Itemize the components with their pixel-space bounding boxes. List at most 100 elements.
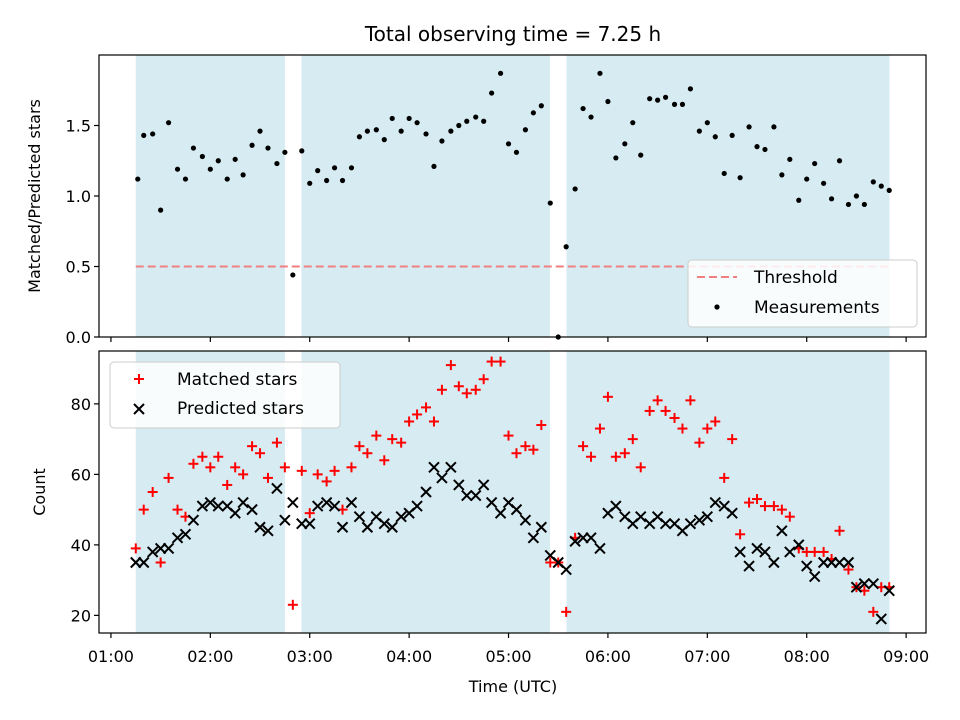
measurement-point bbox=[489, 90, 495, 96]
measurement-point bbox=[538, 103, 544, 109]
measurement-point bbox=[473, 114, 479, 120]
matched-star-point bbox=[362, 448, 373, 459]
matched-star-point bbox=[461, 388, 472, 399]
predicted-star-point bbox=[709, 496, 721, 509]
predicted-star-point bbox=[494, 507, 507, 519]
matched-star-point bbox=[520, 441, 531, 452]
matched-star-point bbox=[784, 511, 795, 522]
measurement-point bbox=[878, 183, 884, 189]
matched-star-point bbox=[610, 451, 621, 462]
x-axis-label: Time (UTC) bbox=[468, 677, 557, 696]
measurement-point bbox=[647, 96, 653, 102]
predicted-star-point bbox=[386, 521, 398, 533]
matched-star-point bbox=[188, 458, 199, 469]
x-tick-label: 06:00 bbox=[585, 647, 631, 666]
matched-star-point bbox=[710, 416, 721, 427]
measurement-point bbox=[522, 127, 529, 133]
measurement-point bbox=[423, 131, 429, 137]
predicted-star-point bbox=[146, 546, 159, 558]
measurement-point bbox=[762, 146, 768, 153]
predicted-star-point bbox=[594, 542, 606, 555]
observing-window-band bbox=[301, 55, 550, 337]
matched-star-point bbox=[436, 384, 447, 395]
measurement-point bbox=[605, 98, 611, 105]
top-panel: 0.0 0.5 1.0 1.5 Matched/Predicted stars Thr… bbox=[25, 54, 927, 347]
matched-star-point bbox=[396, 437, 407, 448]
measurement-point bbox=[845, 201, 852, 208]
predicted-star-point bbox=[726, 507, 738, 519]
predicted-star-point bbox=[659, 518, 672, 530]
matched-star-point bbox=[644, 405, 655, 416]
predicted-star-point bbox=[842, 556, 855, 569]
measurement-point bbox=[828, 196, 835, 202]
x-tick-label: 03:00 bbox=[287, 647, 333, 666]
predicted-star-point bbox=[808, 570, 821, 583]
predicted-star-point bbox=[445, 461, 457, 474]
predicted-star-point bbox=[510, 503, 523, 516]
measurement-point bbox=[679, 101, 686, 107]
measurement-point bbox=[150, 131, 156, 137]
measurement-point bbox=[836, 158, 843, 164]
measurement-point bbox=[696, 128, 702, 134]
predicted-star-point bbox=[858, 577, 871, 590]
matched-star-point bbox=[486, 356, 497, 367]
matched-star-point bbox=[163, 472, 174, 483]
predicted-star-point bbox=[279, 514, 291, 526]
predicted-star-point bbox=[569, 535, 581, 548]
measurement-point bbox=[141, 132, 147, 138]
matched-star-point bbox=[155, 557, 166, 568]
matched-star-point bbox=[404, 416, 415, 427]
measurement-point bbox=[373, 127, 379, 133]
y-tick-label: 40 bbox=[71, 536, 91, 555]
matched-star-point bbox=[660, 405, 671, 416]
measurement-point bbox=[431, 163, 437, 169]
predicted-star-point bbox=[436, 472, 448, 484]
matched-star-point bbox=[255, 448, 266, 459]
matched-star-point bbox=[296, 465, 307, 476]
matched-star-point bbox=[205, 462, 216, 473]
measurement-point bbox=[324, 177, 330, 184]
y-tick-label: 0.5 bbox=[66, 258, 91, 277]
predicted-star-point bbox=[254, 521, 266, 533]
matched-star-point bbox=[503, 430, 514, 441]
measurement-point bbox=[870, 179, 876, 185]
bottom-legend-box bbox=[109, 361, 341, 429]
measurement-point bbox=[199, 153, 205, 160]
measurement-point bbox=[249, 142, 255, 148]
predicted-star-point bbox=[485, 496, 498, 509]
matched-star-point bbox=[222, 479, 233, 490]
predicted-star-point bbox=[179, 528, 192, 541]
measurement-point bbox=[165, 120, 172, 126]
legend-threshold-label: Threshold bbox=[753, 268, 838, 288]
legend-predicted-label: Predicted stars bbox=[177, 399, 304, 419]
measurement-point bbox=[513, 149, 520, 155]
matched-star-point bbox=[321, 476, 332, 487]
measurement-point bbox=[886, 187, 892, 193]
matched-star-point bbox=[453, 381, 464, 392]
predicted-star-point bbox=[470, 489, 482, 502]
predicted-star-point bbox=[751, 542, 763, 555]
measurement-point bbox=[339, 177, 346, 184]
measurement-point bbox=[348, 165, 355, 171]
x-tick-label: 05:00 bbox=[485, 647, 531, 666]
matched-star-point bbox=[172, 504, 183, 515]
predicted-star-point bbox=[734, 546, 746, 558]
matched-star-point bbox=[868, 606, 879, 617]
observing-window-band bbox=[135, 55, 285, 337]
predicted-star-point bbox=[693, 514, 706, 526]
matched-star-point bbox=[412, 409, 423, 420]
matched-star-point bbox=[421, 402, 432, 413]
bottom-x-ticks: 01:00 02:00 03:00 04:00 05:00 06:00 07:00 08:00… bbox=[88, 633, 929, 666]
matched-star-point bbox=[744, 497, 755, 508]
bottom-plot-frame bbox=[98, 350, 927, 634]
x-tick-label: 02:00 bbox=[187, 647, 233, 666]
top-y-ticks: 0.0 0.5 1.0 1.5 bbox=[66, 117, 99, 347]
predicted-star-point bbox=[378, 518, 390, 530]
matched-star-point bbox=[727, 434, 738, 445]
measurement-point bbox=[481, 118, 487, 124]
top-legend-box bbox=[687, 259, 918, 328]
measurement-point bbox=[754, 144, 760, 150]
measurement-point bbox=[613, 155, 619, 161]
predicted-star-point bbox=[759, 546, 771, 558]
